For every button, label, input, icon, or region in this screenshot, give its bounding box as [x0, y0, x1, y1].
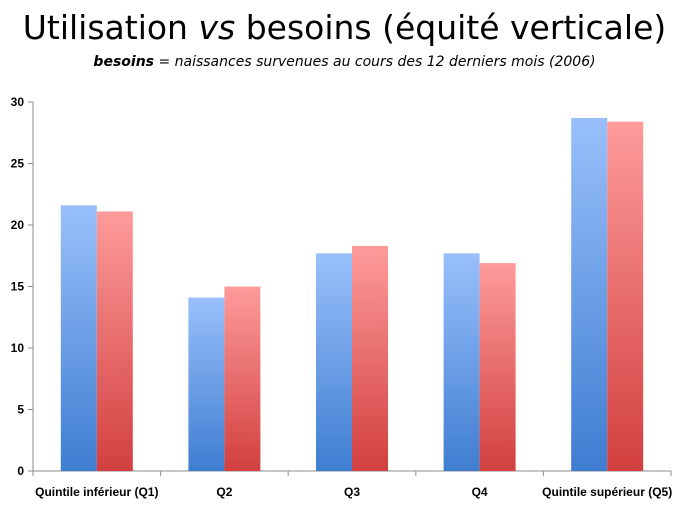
- chart-bars: [60, 117, 644, 472]
- x-tick-label: Q4: [472, 485, 488, 499]
- chart-subtitle: besoins = naissances survenues au cours …: [93, 54, 596, 70]
- x-tick-label: Quintile supérieur (Q5): [542, 485, 672, 499]
- bar-series1-4: [443, 253, 480, 471]
- y-tick-label: 5: [17, 403, 24, 417]
- bar-series1-5: [571, 117, 608, 472]
- y-tick-label: 15: [11, 280, 25, 294]
- y-tick-label: 30: [11, 95, 25, 109]
- y-tick-label: 10: [11, 341, 25, 355]
- y-tick-label: 20: [11, 218, 25, 232]
- y-tick-label: 25: [11, 157, 25, 171]
- bar-series1-1: [60, 205, 97, 471]
- bar-series1-3: [316, 253, 352, 471]
- x-tick-label: Q2: [216, 485, 232, 499]
- bar-series2-2: [224, 286, 261, 471]
- bar-series2-4: [479, 263, 516, 471]
- bar-series2-1: [96, 211, 133, 471]
- x-tick-label: Quintile inférieur (Q1): [35, 485, 158, 499]
- chart-title: Utilisation vs besoins (équité verticale…: [22, 8, 667, 47]
- bar-series1-2: [188, 297, 225, 471]
- bar-series2-5: [607, 121, 644, 472]
- x-tick-label: Q3: [344, 485, 360, 499]
- bar-series2-3: [352, 245, 388, 471]
- y-tick-label: 0: [17, 464, 24, 478]
- chart-labels: 0 5 10 15 20 25 30 Quintile inférieur (Q1) Q2 Q3 Q…: [11, 95, 673, 499]
